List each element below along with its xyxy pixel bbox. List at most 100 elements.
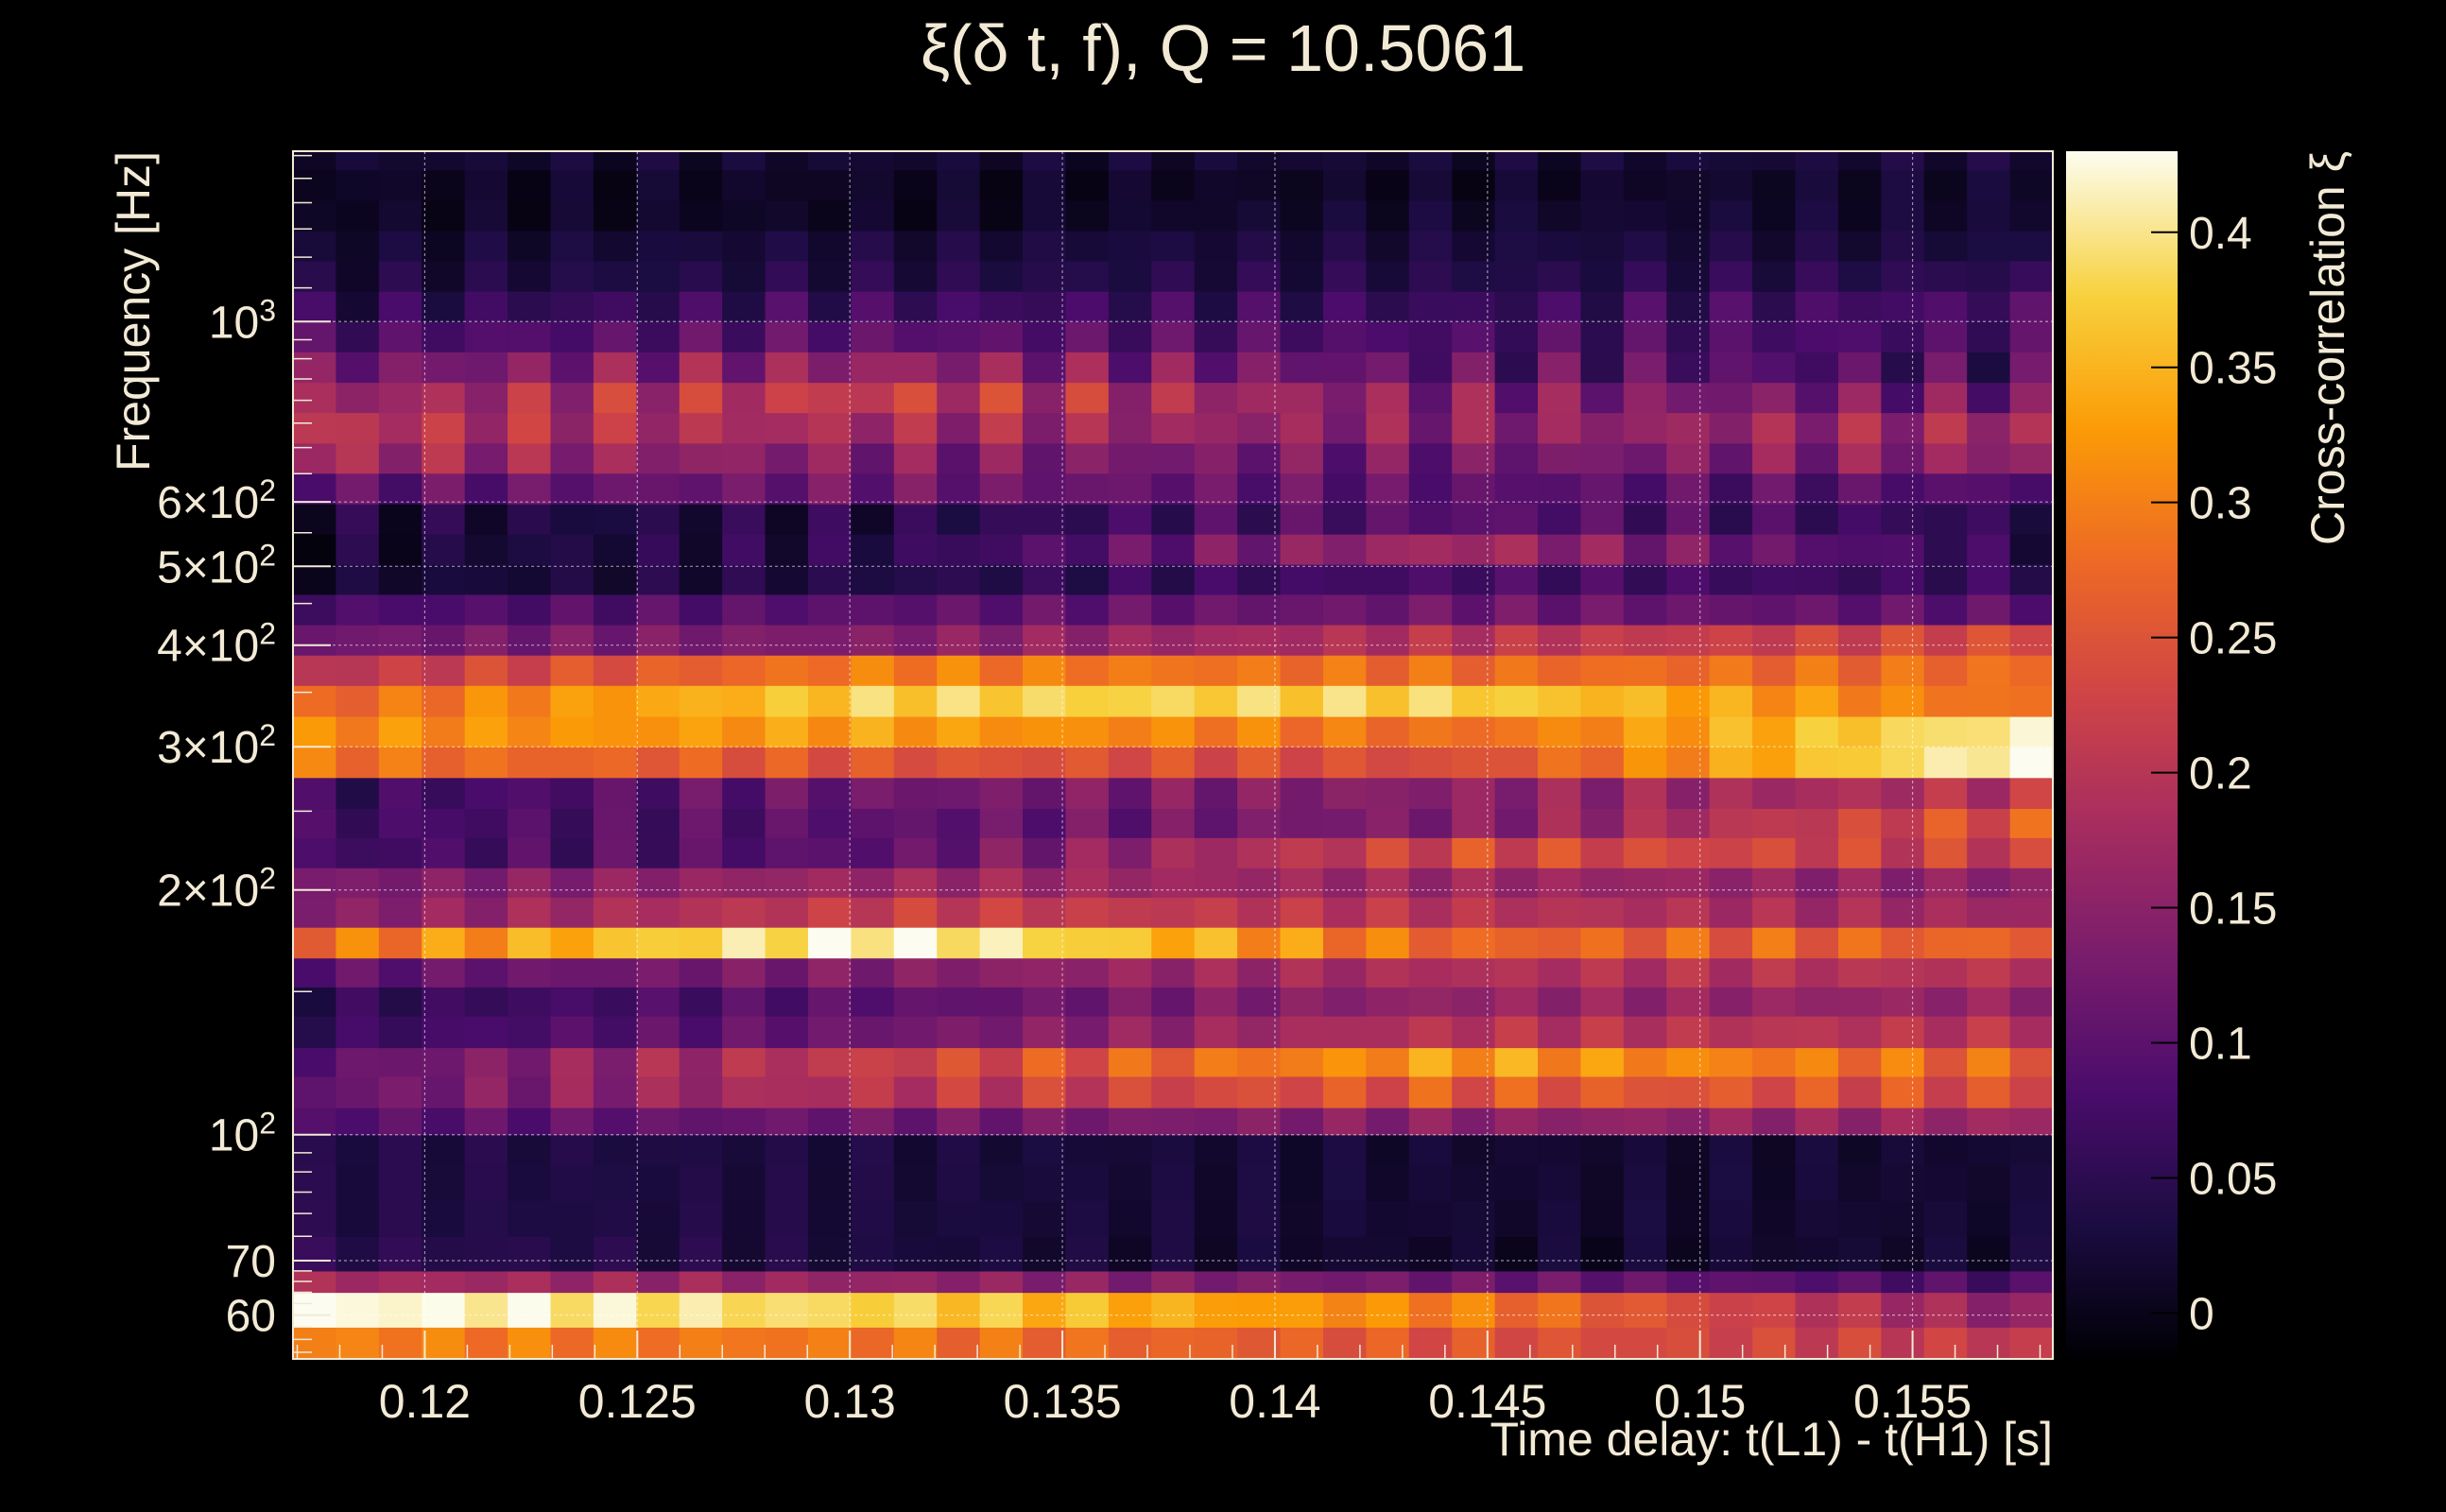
- heatmap-cell: [722, 1270, 767, 1294]
- heatmap-cell: [293, 655, 337, 686]
- heatmap-cell: [1452, 868, 1496, 898]
- heatmap-cell: [336, 1047, 380, 1077]
- heatmap-cell: [1366, 927, 1410, 959]
- heatmap-cell: [1580, 412, 1625, 444]
- heatmap-cell: [851, 534, 895, 565]
- heatmap-cell: [293, 1107, 337, 1136]
- heatmap-cell: [1709, 1134, 1753, 1165]
- heatmap-cell: [1408, 777, 1453, 809]
- heatmap-cell: [1837, 685, 1882, 717]
- heatmap-cell: [1709, 808, 1753, 838]
- heatmap-cell: [2009, 593, 2054, 626]
- heatmap-cell: [1709, 685, 1753, 717]
- heatmap-cell: [1452, 777, 1496, 809]
- heatmap-cell: [1881, 534, 1925, 565]
- heatmap-cell: [1237, 777, 1282, 809]
- heatmap-cell: [679, 1047, 723, 1077]
- heatmap-cell: [679, 352, 723, 384]
- heatmap-cell: [807, 716, 852, 747]
- heatmap-cell: [1923, 564, 1968, 595]
- heatmap-cell: [1151, 1134, 1196, 1165]
- heatmap-cell: [1065, 957, 1110, 988]
- heatmap-cell: [1709, 837, 1753, 868]
- heatmap-cell: [1538, 655, 1582, 686]
- heatmap-cell: [722, 593, 767, 626]
- heatmap-cell: [893, 169, 938, 201]
- heatmap-cell: [1151, 230, 1196, 262]
- heatmap-cell: [1494, 957, 1539, 988]
- heatmap-cell: [1494, 564, 1539, 595]
- heatmap-cell: [1280, 534, 1324, 565]
- heatmap-cell: [2009, 1134, 2054, 1165]
- heatmap-cell: [1023, 1163, 1067, 1201]
- heatmap-cell: [979, 655, 1024, 686]
- heatmap-cell: [2009, 624, 2054, 656]
- heatmap-cell: [1494, 442, 1539, 474]
- heatmap-cell: [1752, 169, 1797, 201]
- heatmap-cell: [1065, 412, 1110, 444]
- heatmap-cell: [1023, 199, 1067, 232]
- heatmap-cell: [1194, 352, 1238, 384]
- heatmap-cell: [593, 897, 637, 928]
- heatmap-cell: [851, 1200, 895, 1237]
- heatmap-cell: [937, 1270, 981, 1294]
- heatmap-cell: [1237, 747, 1282, 779]
- heatmap-cell: [1881, 1292, 1925, 1328]
- heatmap-cell: [1408, 1047, 1453, 1077]
- heatmap-cell: [722, 1327, 767, 1360]
- heatmap-cell: [593, 1107, 637, 1136]
- heatmap-cell: [1408, 260, 1453, 292]
- heatmap-cell: [1408, 169, 1453, 201]
- heatmap-cell: [1023, 927, 1067, 959]
- heatmap-cell: [851, 151, 895, 171]
- heatmap-cell: [1108, 1327, 1152, 1360]
- heatmap-cell: [1280, 808, 1324, 838]
- heatmap-cell: [1580, 593, 1625, 626]
- heatmap-cell: [1322, 151, 1367, 171]
- heatmap-cell: [1837, 1236, 1882, 1272]
- heatmap-cell: [1837, 655, 1882, 686]
- heatmap-cell: [1065, 897, 1110, 928]
- heatmap-cell: [1967, 1236, 2011, 1272]
- heatmap-cell: [464, 897, 508, 928]
- heatmap-cell: [1408, 412, 1453, 444]
- heatmap-cell: [508, 716, 552, 747]
- heatmap-cell: [1580, 321, 1625, 352]
- heatmap-cell: [765, 1327, 809, 1360]
- heatmap-cell: [937, 151, 981, 171]
- heatmap-cell: [1837, 472, 1882, 505]
- heatmap-cell: [1194, 504, 1238, 535]
- heatmap-cell: [1666, 1270, 1711, 1294]
- heatmap-cell: [679, 504, 723, 535]
- heatmap-cell: [1366, 957, 1410, 988]
- heatmap-cell: [1151, 1075, 1196, 1108]
- heatmap-cell: [1366, 655, 1410, 686]
- heatmap-cell: [1923, 624, 1968, 656]
- heatmap-cell: [336, 472, 380, 505]
- heatmap-cell: [1580, 564, 1625, 595]
- heatmap-cell: [1538, 382, 1582, 414]
- heatmap-cell: [593, 837, 637, 868]
- heatmap-cell: [851, 808, 895, 838]
- heatmap-cell: [893, 1075, 938, 1108]
- heatmap-cell: [550, 352, 594, 384]
- heatmap-cell: [1151, 564, 1196, 595]
- heatmap-cell: [1923, 716, 1968, 747]
- heatmap-cell: [1709, 412, 1753, 444]
- heatmap-cell: [893, 352, 938, 384]
- heatmap-cell: [1580, 1200, 1625, 1237]
- heatmap-cell: [1538, 260, 1582, 292]
- heatmap-cell: [336, 442, 380, 474]
- heatmap-cell: [1795, 564, 1839, 595]
- heatmap-cell: [2009, 897, 2054, 928]
- heatmap-cell: [1881, 199, 1925, 232]
- heatmap-cell: [979, 230, 1024, 262]
- heatmap-cell: [422, 1327, 466, 1360]
- heatmap-cell: [1194, 382, 1238, 414]
- heatmap-cell: [1538, 1270, 1582, 1294]
- heatmap-cell: [1580, 504, 1625, 535]
- heatmap-cell: [593, 655, 637, 686]
- heatmap-cell: [378, 321, 422, 352]
- heatmap-cell: [1280, 442, 1324, 474]
- heatmap-cell: [851, 1047, 895, 1077]
